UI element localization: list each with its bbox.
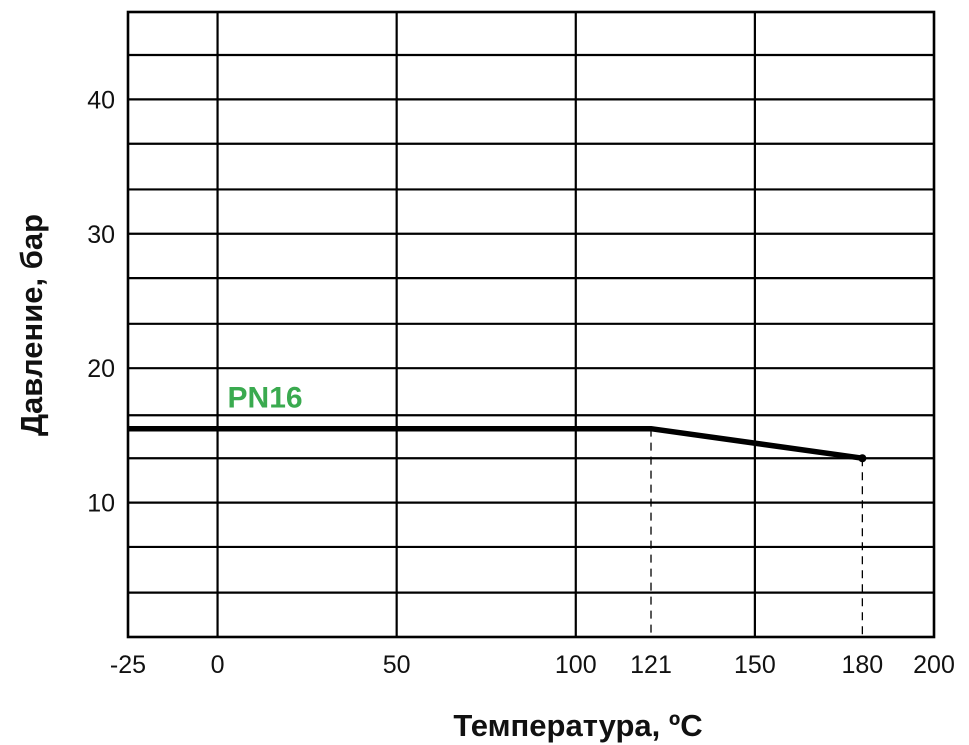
- plot-frame: [126, 10, 936, 639]
- series-end-point: [858, 454, 867, 463]
- dashed-guides: [650, 428, 864, 637]
- x-tick-label: -25: [110, 651, 146, 679]
- x-axis-title: Температура, ºC: [453, 708, 702, 743]
- x-tick-label: 50: [383, 651, 411, 679]
- y-tick-label: 30: [87, 221, 115, 249]
- y-tick-label: 40: [87, 86, 115, 114]
- x-tick-label: 180: [841, 651, 883, 679]
- series-layer: [128, 425, 867, 463]
- grid: [128, 12, 934, 637]
- x-tick-label: 121: [630, 651, 672, 679]
- y-tick-label: 10: [87, 490, 115, 518]
- y-axis-ticks: 10 20 30 40: [87, 86, 115, 517]
- x-tick-label: 0: [211, 651, 225, 679]
- y-tick-label: 20: [87, 355, 115, 383]
- series-label: PN16: [228, 382, 303, 415]
- x-axis-ticks: -25 0 50 100 121 150 180 200: [110, 651, 955, 679]
- plot-border: [126, 10, 936, 639]
- x-tick-label: 100: [555, 651, 597, 679]
- x-tick-label: 150: [734, 651, 776, 679]
- x-tick-label: 200: [913, 651, 955, 679]
- y-axis-title: Давление, бар: [14, 214, 49, 436]
- series-line-pn16: [128, 425, 863, 461]
